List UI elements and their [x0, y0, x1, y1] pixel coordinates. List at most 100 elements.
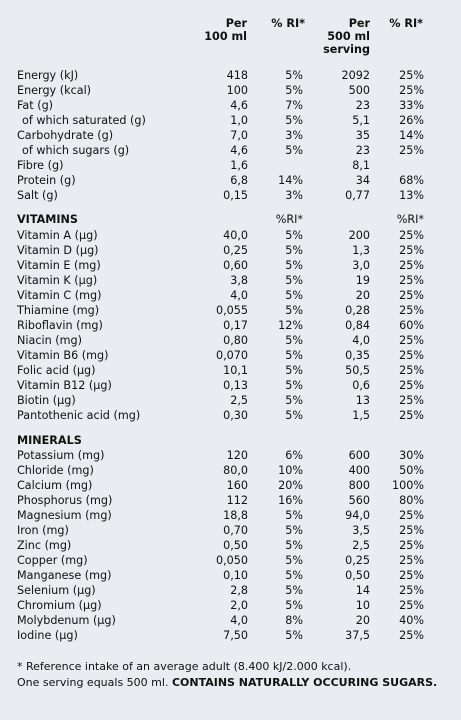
row-value-v4: 25% — [399, 629, 424, 642]
table-row: Vitamin C (mg) 4,0 5% 20 25% — [0, 288, 461, 303]
table-row: Zinc (mg) 0,50 5% 2,5 25% — [0, 538, 461, 553]
row-value-v2: 20% — [278, 479, 303, 492]
row-label: Magnesium (mg) — [17, 509, 112, 522]
row-value-v1: 1,0 — [230, 114, 248, 127]
row-label: Vitamin E (mg) — [17, 259, 101, 272]
table-row: Copper (mg) 0,050 5% 0,25 25% — [0, 553, 461, 568]
row-value-v2: 5% — [285, 629, 303, 642]
row-value-v2: 5% — [285, 539, 303, 552]
table-row: Vitamin K (µg) 3,8 5% 19 25% — [0, 273, 461, 288]
row-value-v3: 2092 — [341, 69, 370, 82]
row-value-v3: 94,0 — [345, 509, 370, 522]
row-value-v1: 0,17 — [223, 319, 248, 332]
row-value-v3: 8,1 — [352, 159, 370, 172]
row-value-v1: 0,13 — [223, 379, 248, 392]
row-value-v2: 5% — [285, 379, 303, 392]
row-value-v4: 68% — [399, 174, 424, 187]
row-value-v2: 5% — [285, 554, 303, 567]
row-value-v4: 25% — [399, 69, 424, 82]
row-label: Potassium (mg) — [17, 449, 105, 462]
table-row: Pantothenic acid (mg) 0,30 5% 1,5 25% — [0, 408, 461, 423]
row-value-v2: 5% — [285, 334, 303, 347]
table-row: Energy (kcal) 100 5% 500 25% — [0, 83, 461, 98]
row-value-v3: 14 — [355, 584, 370, 597]
table-row: Vitamin D (µg) 0,25 5% 1,3 25% — [0, 243, 461, 258]
table-row: Carbohydrate (g) 7,0 3% 35 14% — [0, 128, 461, 143]
row-value-v1: 2,5 — [230, 394, 248, 407]
row-value-v4: 25% — [399, 409, 424, 422]
row-value-v4: 30% — [399, 449, 424, 462]
row-value-v3: 800 — [348, 479, 370, 492]
footnote-reference-intake: * Reference intake of an average adult (… — [17, 660, 352, 673]
minerals-title: MINERALS — [17, 434, 82, 447]
row-value-v2: 14% — [278, 174, 303, 187]
row-value-v4: 25% — [399, 349, 424, 362]
row-label: Chromium (µg) — [17, 599, 102, 612]
row-label: Selenium (µg) — [17, 584, 96, 597]
row-value-v3: 4,0 — [352, 334, 370, 347]
row-label: Carbohydrate (g) — [17, 129, 114, 142]
row-value-v2: 8% — [285, 614, 303, 627]
table-row: Magnesium (mg) 18,8 5% 94,0 25% — [0, 508, 461, 523]
row-value-v3: 400 — [348, 464, 370, 477]
table-row: Vitamin E (mg) 0,60 5% 3,0 25% — [0, 258, 461, 273]
table-row: Vitamin B6 (mg) 0,070 5% 0,35 25% — [0, 348, 461, 363]
row-value-v2: 5% — [285, 274, 303, 287]
row-value-v1: 4,0 — [230, 614, 248, 627]
row-value-v1: 0,055 — [215, 304, 248, 317]
table-row: Manganese (mg) 0,10 5% 0,50 25% — [0, 568, 461, 583]
row-value-v1: 18,8 — [223, 509, 248, 522]
row-value-v1: 0,60 — [223, 259, 248, 272]
row-value-v3: 3,5 — [352, 524, 370, 537]
table-row: Folic acid (µg) 10,1 5% 50,5 25% — [0, 363, 461, 378]
header-per-100ml: Per 100 ml — [204, 17, 247, 43]
table-row: Biotin (µg) 2,5 5% 13 25% — [0, 393, 461, 408]
table-row: Iodine (µg) 7,50 5% 37,5 25% — [0, 628, 461, 643]
row-label: Folic acid (µg) — [17, 364, 96, 377]
row-label: of which saturated (g) — [22, 114, 146, 127]
row-label: Iodine (µg) — [17, 629, 78, 642]
minerals-section-header: MINERALS — [0, 433, 461, 448]
table-row: Fibre (g) 1,6 8,1 — [0, 158, 461, 173]
table-row: of which sugars (g) 4,6 5% 23 25% — [0, 143, 461, 158]
row-value-v4: 25% — [399, 584, 424, 597]
table-row: Iron (mg) 0,70 5% 3,5 25% — [0, 523, 461, 538]
row-value-v3: 20 — [355, 289, 370, 302]
row-value-v3: 1,3 — [352, 244, 370, 257]
table-row: Phosphorus (mg) 112 16% 560 80% — [0, 493, 461, 508]
table-row: Thiamine (mg) 0,055 5% 0,28 25% — [0, 303, 461, 318]
row-value-v2: 5% — [285, 599, 303, 612]
row-value-v2: 5% — [285, 409, 303, 422]
row-value-v1: 40,0 — [223, 229, 248, 242]
row-value-v4: 25% — [399, 364, 424, 377]
table-row: Energy (kJ) 418 5% 2092 25% — [0, 68, 461, 83]
table-row: Chloride (mg) 80,0 10% 400 50% — [0, 463, 461, 478]
vitamins-section-header: VITAMINS %RI* %RI* — [0, 212, 461, 227]
vitamins-ri-label-1: %RI* — [275, 213, 303, 226]
vitamins-title: VITAMINS — [17, 213, 78, 226]
table-row: Potassium (mg) 120 6% 600 30% — [0, 448, 461, 463]
row-value-v4: 25% — [399, 509, 424, 522]
table-row: Vitamin A (µg) 40,0 5% 200 25% — [0, 228, 461, 243]
table-row: Chromium (µg) 2,0 5% 10 25% — [0, 598, 461, 613]
row-value-v4: 80% — [399, 494, 424, 507]
row-value-v3: 5,1 — [352, 114, 370, 127]
row-value-v2: 5% — [285, 144, 303, 157]
row-value-v4: 33% — [399, 99, 424, 112]
row-value-v2: 6% — [285, 449, 303, 462]
row-label: Vitamin B12 (µg) — [17, 379, 112, 392]
row-value-v1: 80,0 — [223, 464, 248, 477]
row-value-v1: 100 — [226, 84, 248, 97]
row-label: Energy (kJ) — [17, 69, 79, 82]
table-row: Protein (g) 6,8 14% 34 68% — [0, 173, 461, 188]
row-value-v3: 23 — [355, 99, 370, 112]
row-label: Fat (g) — [17, 99, 54, 112]
row-value-v2: 5% — [285, 304, 303, 317]
row-value-v3: 10 — [355, 599, 370, 612]
row-value-v1: 2,0 — [230, 599, 248, 612]
row-value-v2: 5% — [285, 524, 303, 537]
row-value-v4: 25% — [399, 599, 424, 612]
row-value-v4: 25% — [399, 259, 424, 272]
row-value-v2: 5% — [285, 244, 303, 257]
